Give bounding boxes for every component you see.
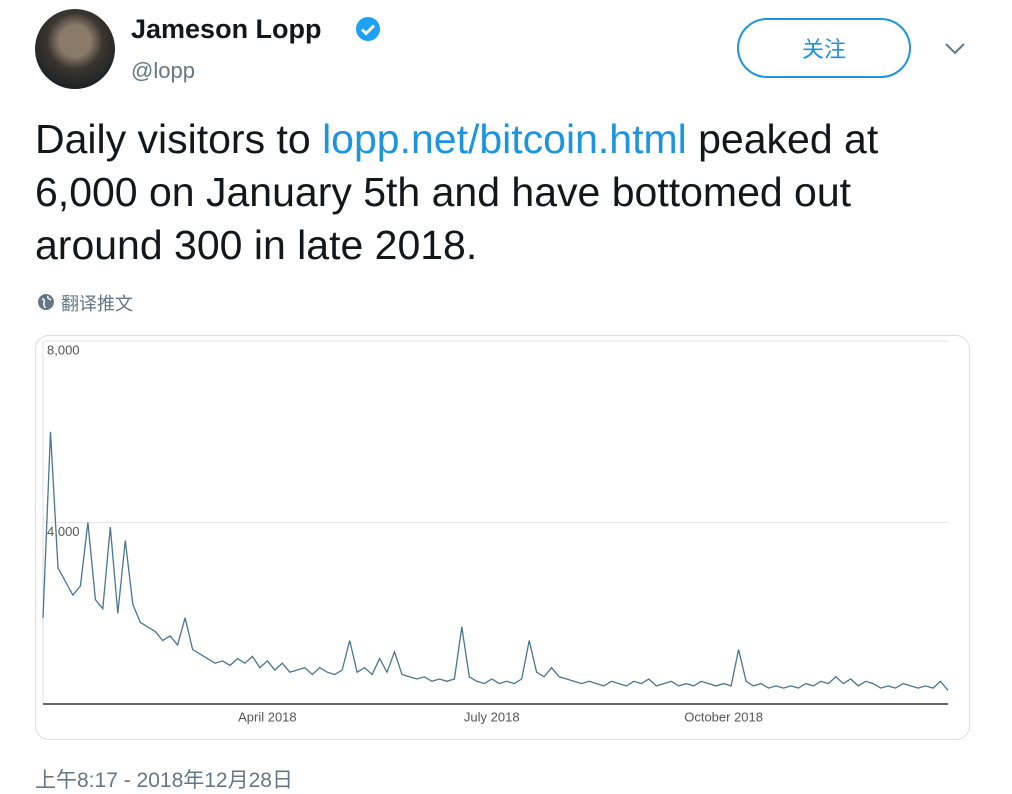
x-tick-label: July 2018 xyxy=(464,709,520,724)
y-tick-label: 4,000 xyxy=(47,524,80,539)
text: peaked at 6,000 on January 5th and have … xyxy=(35,116,879,268)
translate-link[interactable]: 翻译推文 xyxy=(61,294,133,314)
x-tick-label: October 2018 xyxy=(684,709,763,724)
globe-icon xyxy=(38,294,54,310)
avatar[interactable] xyxy=(35,9,115,89)
verified-badge xyxy=(356,17,380,41)
chart-card xyxy=(35,335,970,740)
text: Daily visitors to xyxy=(35,116,323,162)
user-name[interactable]: Jameson Lopp xyxy=(131,14,322,44)
menu-chevron[interactable] xyxy=(944,42,966,56)
tweet-text: Daily visitors to lopp.net/bitcoin.html … xyxy=(35,113,985,272)
data-line xyxy=(42,431,949,691)
follow-button[interactable]: 关注 xyxy=(737,18,911,78)
timestamp[interactable]: 上午8:17 - 2018年12月28日 xyxy=(35,769,293,792)
y-tick-label: 8,000 xyxy=(47,342,80,357)
link[interactable]: lopp.net/bitcoin.html xyxy=(322,116,687,162)
user-handle[interactable]: @lopp xyxy=(131,58,195,83)
x-tick-label: April 2018 xyxy=(238,709,297,724)
